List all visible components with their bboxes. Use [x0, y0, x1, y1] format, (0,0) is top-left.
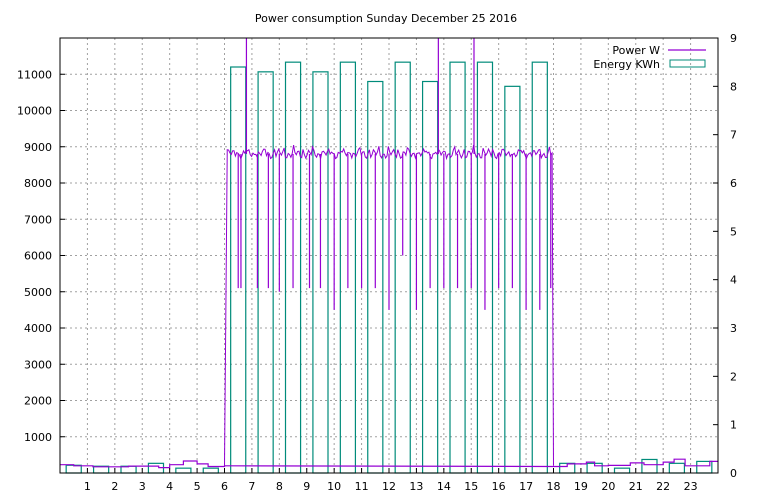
x-tick-label: 12	[382, 480, 396, 493]
y-left-tick-label: 10000	[17, 105, 52, 118]
power-line	[60, 38, 718, 469]
y-left-tick-label: 3000	[24, 358, 52, 371]
legend-swatch-energy	[669, 59, 706, 68]
x-tick-label: 21	[629, 480, 643, 493]
y-left-tick-label: 2000	[24, 395, 52, 408]
y-left-tick-label: 1000	[24, 431, 52, 444]
legend: Power W Energy KWh	[593, 44, 706, 71]
energy-bar	[613, 467, 631, 474]
power-line-base	[60, 458, 718, 469]
x-tick-label: 11	[355, 480, 369, 493]
x-tick-label: 2	[111, 480, 118, 493]
y-right-tick-label: 5	[730, 225, 737, 238]
y-left-tick-label: 11000	[17, 68, 52, 81]
y-right-tick-label: 7	[730, 129, 737, 142]
x-tick-label: 22	[656, 480, 670, 493]
x-tick-label: 17	[519, 480, 533, 493]
y-right-tick-label: 8	[730, 80, 737, 93]
y-right-tick-label: 4	[730, 274, 737, 287]
energy-bar	[257, 71, 274, 474]
legend-label-power: Power W	[612, 44, 660, 57]
y-left-tick-label: 9000	[24, 141, 52, 154]
y-left-tick-label: 5000	[24, 286, 52, 299]
y-left-tick-label: 4000	[24, 322, 52, 335]
x-tick-label: 8	[276, 480, 283, 493]
energy-bar	[202, 467, 219, 474]
x-tick-label: 5	[194, 480, 201, 493]
x-tick-label: 13	[409, 480, 423, 493]
x-tick-label: 15	[464, 480, 478, 493]
x-axis: 1 2 3 4 5 6 7 8 9 10 11 12 13 14 15 16 17 18 19 20 21 22 23	[84, 468, 698, 493]
power-line-plateau	[224, 144, 554, 466]
energy-bar	[175, 467, 192, 474]
legend-label-energy: Energy KWh	[593, 58, 660, 71]
chart-title: Power consumption Sunday December 25 201…	[255, 12, 517, 25]
x-tick-label: 10	[327, 480, 341, 493]
energy-bar	[641, 458, 658, 474]
y-left-tick-label: 7000	[24, 213, 52, 226]
y-left-tick-label: 8000	[24, 177, 52, 190]
y-right-tick-label: 9	[730, 32, 737, 45]
x-tick-label: 1	[84, 480, 91, 493]
y-right-tick-label: 0	[730, 467, 737, 480]
x-tick-label: 16	[492, 480, 506, 493]
y-axis-right: 0 1 2 3 4 5 6 7 8 9	[713, 32, 737, 480]
x-tick-label: 14	[437, 480, 451, 493]
energy-bar	[668, 462, 686, 474]
x-tick-label: 9	[303, 480, 310, 493]
x-tick-label: 4	[166, 480, 173, 493]
y-right-tick-label: 1	[730, 419, 737, 432]
x-tick-label: 6	[221, 480, 228, 493]
energy-bar	[394, 61, 411, 474]
x-tick-label: 7	[248, 480, 255, 493]
energy-bars	[65, 61, 713, 474]
energy-bar	[65, 464, 82, 474]
x-tick-label: 19	[574, 480, 588, 493]
y-left-tick-label: 6000	[24, 250, 52, 263]
x-tick-label: 20	[601, 480, 615, 493]
x-tick-label: 23	[684, 480, 698, 493]
x-tick-label: 18	[547, 480, 561, 493]
y-right-tick-label: 6	[730, 177, 737, 190]
x-tick-label: 3	[139, 480, 146, 493]
y-right-tick-label: 2	[730, 370, 737, 383]
y-right-tick-label: 3	[730, 322, 737, 335]
y-axis-left: 1000 2000 3000 4000 5000 6000 7000 8000 9000 1000…	[17, 68, 65, 444]
